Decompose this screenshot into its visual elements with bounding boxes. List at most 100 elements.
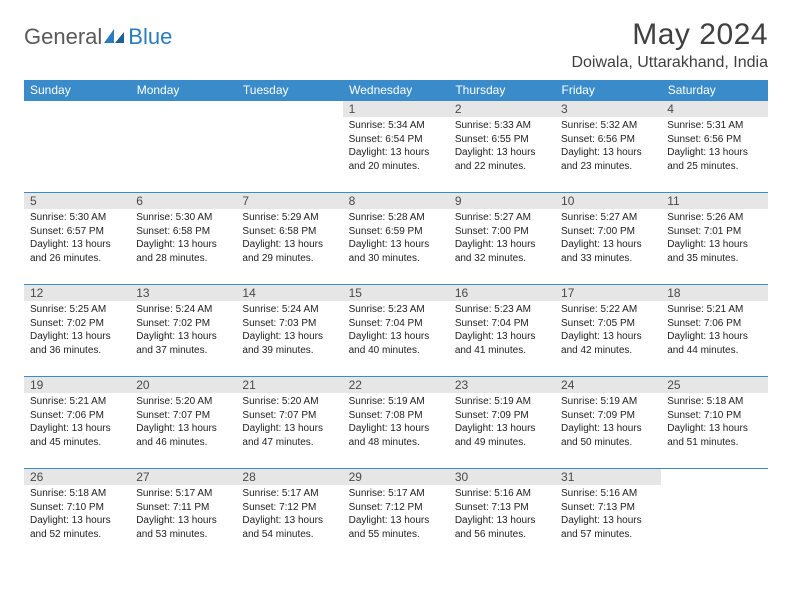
calendar-cell: 14Sunrise: 5:24 AMSunset: 7:03 PMDayligh…	[236, 285, 342, 377]
day-number: 9	[449, 193, 555, 209]
day-info: Sunrise: 5:21 AMSunset: 7:06 PMDaylight:…	[661, 301, 767, 359]
day-info: Sunrise: 5:16 AMSunset: 7:13 PMDaylight:…	[555, 485, 661, 543]
sunset-label: Sunset: 7:13 PM	[455, 501, 551, 515]
calendar-cell: 7Sunrise: 5:29 AMSunset: 6:58 PMDaylight…	[236, 193, 342, 285]
sunrise-label: Sunrise: 5:23 AM	[349, 303, 445, 317]
calendar-cell: 16Sunrise: 5:23 AMSunset: 7:04 PMDayligh…	[449, 285, 555, 377]
daylight-label: Daylight: 13 hours and 22 minutes.	[455, 146, 551, 173]
day-info: Sunrise: 5:31 AMSunset: 6:56 PMDaylight:…	[661, 117, 767, 175]
day-number: 29	[343, 469, 449, 485]
daylight-label: Daylight: 13 hours and 52 minutes.	[30, 514, 126, 541]
day-info: Sunrise: 5:32 AMSunset: 6:56 PMDaylight:…	[555, 117, 661, 175]
month-title: May 2024	[571, 18, 768, 52]
calendar-cell: 9Sunrise: 5:27 AMSunset: 7:00 PMDaylight…	[449, 193, 555, 285]
sunrise-label: Sunrise: 5:16 AM	[561, 487, 657, 501]
day-info: Sunrise: 5:33 AMSunset: 6:55 PMDaylight:…	[449, 117, 555, 175]
calendar-cell: 15Sunrise: 5:23 AMSunset: 7:04 PMDayligh…	[343, 285, 449, 377]
calendar-cell: 20Sunrise: 5:20 AMSunset: 7:07 PMDayligh…	[130, 377, 236, 469]
day-number	[661, 469, 767, 485]
day-number: 11	[661, 193, 767, 209]
day-number: 28	[236, 469, 342, 485]
sunrise-label: Sunrise: 5:34 AM	[349, 119, 445, 133]
calendar-cell: 21Sunrise: 5:20 AMSunset: 7:07 PMDayligh…	[236, 377, 342, 469]
sunrise-label: Sunrise: 5:28 AM	[349, 211, 445, 225]
calendar-cell: 18Sunrise: 5:21 AMSunset: 7:06 PMDayligh…	[661, 285, 767, 377]
day-info: Sunrise: 5:19 AMSunset: 7:08 PMDaylight:…	[343, 393, 449, 451]
sunset-label: Sunset: 7:13 PM	[561, 501, 657, 515]
day-number: 25	[661, 377, 767, 393]
daylight-label: Daylight: 13 hours and 28 minutes.	[136, 238, 232, 265]
sunrise-label: Sunrise: 5:19 AM	[561, 395, 657, 409]
calendar-cell: 31Sunrise: 5:16 AMSunset: 7:13 PMDayligh…	[555, 469, 661, 561]
day-info: Sunrise: 5:19 AMSunset: 7:09 PMDaylight:…	[555, 393, 661, 451]
daylight-label: Daylight: 13 hours and 20 minutes.	[349, 146, 445, 173]
calendar-cell: 6Sunrise: 5:30 AMSunset: 6:58 PMDaylight…	[130, 193, 236, 285]
daylight-label: Daylight: 13 hours and 42 minutes.	[561, 330, 657, 357]
sunrise-label: Sunrise: 5:30 AM	[136, 211, 232, 225]
day-info: Sunrise: 5:27 AMSunset: 7:00 PMDaylight:…	[555, 209, 661, 267]
sunset-label: Sunset: 7:03 PM	[242, 317, 338, 331]
calendar-cell	[24, 101, 130, 193]
day-number: 20	[130, 377, 236, 393]
sunset-label: Sunset: 7:09 PM	[455, 409, 551, 423]
daylight-label: Daylight: 13 hours and 49 minutes.	[455, 422, 551, 449]
calendar-cell: 24Sunrise: 5:19 AMSunset: 7:09 PMDayligh…	[555, 377, 661, 469]
logo-text-blue: Blue	[128, 24, 172, 50]
daylight-label: Daylight: 13 hours and 54 minutes.	[242, 514, 338, 541]
logo: General Blue	[24, 18, 172, 50]
daylight-label: Daylight: 13 hours and 53 minutes.	[136, 514, 232, 541]
daylight-label: Daylight: 13 hours and 36 minutes.	[30, 330, 126, 357]
day-number: 12	[24, 285, 130, 301]
daylight-label: Daylight: 13 hours and 30 minutes.	[349, 238, 445, 265]
day-info: Sunrise: 5:17 AMSunset: 7:12 PMDaylight:…	[343, 485, 449, 543]
sunrise-label: Sunrise: 5:17 AM	[349, 487, 445, 501]
sunset-label: Sunset: 6:54 PM	[349, 133, 445, 147]
sunset-label: Sunset: 7:07 PM	[242, 409, 338, 423]
calendar-cell	[130, 101, 236, 193]
daylight-label: Daylight: 13 hours and 33 minutes.	[561, 238, 657, 265]
day-number: 1	[343, 101, 449, 117]
daylight-label: Daylight: 13 hours and 37 minutes.	[136, 330, 232, 357]
day-number: 10	[555, 193, 661, 209]
daylight-label: Daylight: 13 hours and 57 minutes.	[561, 514, 657, 541]
calendar-cell: 5Sunrise: 5:30 AMSunset: 6:57 PMDaylight…	[24, 193, 130, 285]
calendar-cell: 2Sunrise: 5:33 AMSunset: 6:55 PMDaylight…	[449, 101, 555, 193]
day-header-friday: Friday	[555, 80, 661, 101]
daylight-label: Daylight: 13 hours and 48 minutes.	[349, 422, 445, 449]
day-number: 3	[555, 101, 661, 117]
day-info: Sunrise: 5:17 AMSunset: 7:12 PMDaylight:…	[236, 485, 342, 543]
title-block: May 2024 Doiwala, Uttarakhand, India	[571, 18, 768, 72]
calendar-cell: 28Sunrise: 5:17 AMSunset: 7:12 PMDayligh…	[236, 469, 342, 561]
sunrise-label: Sunrise: 5:19 AM	[455, 395, 551, 409]
calendar-week-row: 26Sunrise: 5:18 AMSunset: 7:10 PMDayligh…	[24, 469, 768, 561]
sunset-label: Sunset: 6:58 PM	[136, 225, 232, 239]
sunrise-label: Sunrise: 5:17 AM	[242, 487, 338, 501]
daylight-label: Daylight: 13 hours and 51 minutes.	[667, 422, 763, 449]
day-info: Sunrise: 5:23 AMSunset: 7:04 PMDaylight:…	[449, 301, 555, 359]
sunset-label: Sunset: 7:12 PM	[242, 501, 338, 515]
sunrise-label: Sunrise: 5:29 AM	[242, 211, 338, 225]
day-info: Sunrise: 5:22 AMSunset: 7:05 PMDaylight:…	[555, 301, 661, 359]
day-number: 7	[236, 193, 342, 209]
sunrise-label: Sunrise: 5:30 AM	[30, 211, 126, 225]
calendar-cell: 3Sunrise: 5:32 AMSunset: 6:56 PMDaylight…	[555, 101, 661, 193]
sunrise-label: Sunrise: 5:20 AM	[136, 395, 232, 409]
calendar-page: General Blue May 2024 Doiwala, Uttarakha…	[0, 0, 792, 561]
day-header-row: Sunday Monday Tuesday Wednesday Thursday…	[24, 80, 768, 101]
sunset-label: Sunset: 7:04 PM	[349, 317, 445, 331]
day-info: Sunrise: 5:28 AMSunset: 6:59 PMDaylight:…	[343, 209, 449, 267]
sunset-label: Sunset: 7:12 PM	[349, 501, 445, 515]
sunset-label: Sunset: 7:04 PM	[455, 317, 551, 331]
calendar-cell: 12Sunrise: 5:25 AMSunset: 7:02 PMDayligh…	[24, 285, 130, 377]
day-number: 16	[449, 285, 555, 301]
day-number: 8	[343, 193, 449, 209]
calendar-cell	[236, 101, 342, 193]
day-info: Sunrise: 5:16 AMSunset: 7:13 PMDaylight:…	[449, 485, 555, 543]
calendar-week-row: 12Sunrise: 5:25 AMSunset: 7:02 PMDayligh…	[24, 285, 768, 377]
sunset-label: Sunset: 6:56 PM	[667, 133, 763, 147]
day-info: Sunrise: 5:20 AMSunset: 7:07 PMDaylight:…	[236, 393, 342, 451]
sunrise-label: Sunrise: 5:25 AM	[30, 303, 126, 317]
day-header-thursday: Thursday	[449, 80, 555, 101]
calendar-cell: 23Sunrise: 5:19 AMSunset: 7:09 PMDayligh…	[449, 377, 555, 469]
day-info: Sunrise: 5:18 AMSunset: 7:10 PMDaylight:…	[24, 485, 130, 543]
